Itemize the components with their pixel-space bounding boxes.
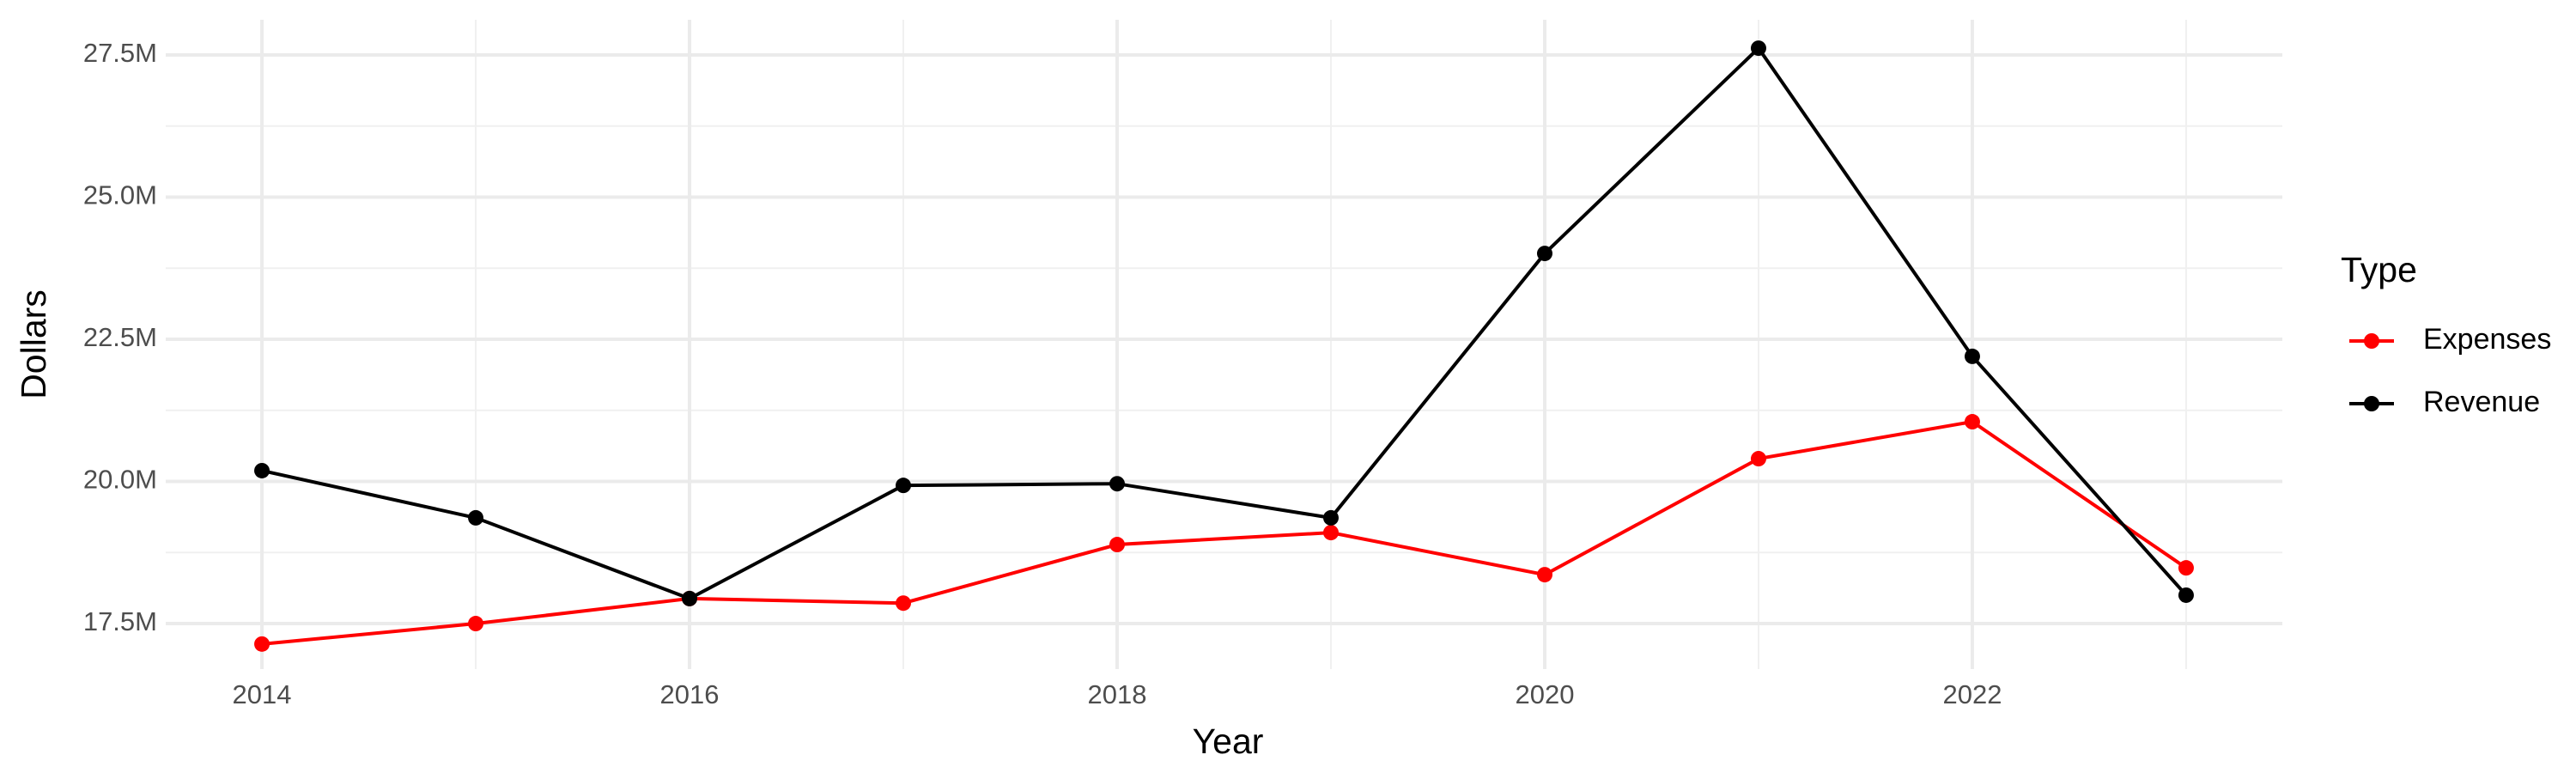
point (468, 509, 484, 526)
point (1109, 537, 1126, 553)
y-tick-label: 27.5M (83, 38, 157, 68)
x-tick-label: 2022 (1942, 679, 2002, 709)
series-line (261, 46, 2188, 601)
point (1109, 476, 1126, 492)
x-tick-label: 2016 (660, 679, 720, 709)
legend-title: Type (2341, 250, 2417, 289)
legend-label: Expenses (2423, 323, 2551, 356)
x-axis-title: Year (1193, 721, 1264, 761)
point (1322, 525, 1339, 541)
x-tick-label: 2018 (1088, 679, 1147, 709)
legend-label: Revenue (2423, 386, 2540, 418)
point (1750, 40, 1766, 57)
x-tick-label: 2020 (1516, 679, 1575, 709)
y-tick-label: 25.0M (83, 180, 157, 210)
y-tick-label: 22.5M (83, 322, 157, 352)
point (1536, 246, 1552, 262)
y-tick-label: 20.0M (83, 465, 157, 495)
point (896, 478, 912, 494)
point (1964, 348, 1980, 364)
series-line (261, 419, 2188, 646)
point (254, 462, 270, 478)
point (468, 616, 484, 632)
point (896, 595, 912, 612)
point (254, 636, 270, 652)
point (1964, 414, 1980, 430)
y-tick-label: 17.5M (83, 606, 157, 636)
point (1750, 451, 1766, 467)
point (2178, 560, 2194, 576)
x-tick-label: 2014 (233, 679, 292, 709)
point (1536, 567, 1552, 583)
legend-swatch-point (2364, 396, 2379, 411)
point (2178, 587, 2194, 603)
legend-swatch-point (2364, 333, 2379, 349)
point (1322, 509, 1339, 526)
y-axis-title: Dollars (14, 289, 53, 399)
point (682, 590, 698, 606)
